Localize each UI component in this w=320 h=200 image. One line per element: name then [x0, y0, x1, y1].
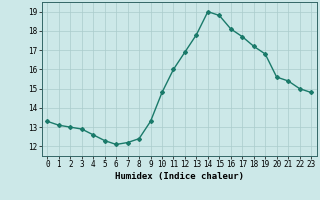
X-axis label: Humidex (Indice chaleur): Humidex (Indice chaleur)	[115, 172, 244, 181]
